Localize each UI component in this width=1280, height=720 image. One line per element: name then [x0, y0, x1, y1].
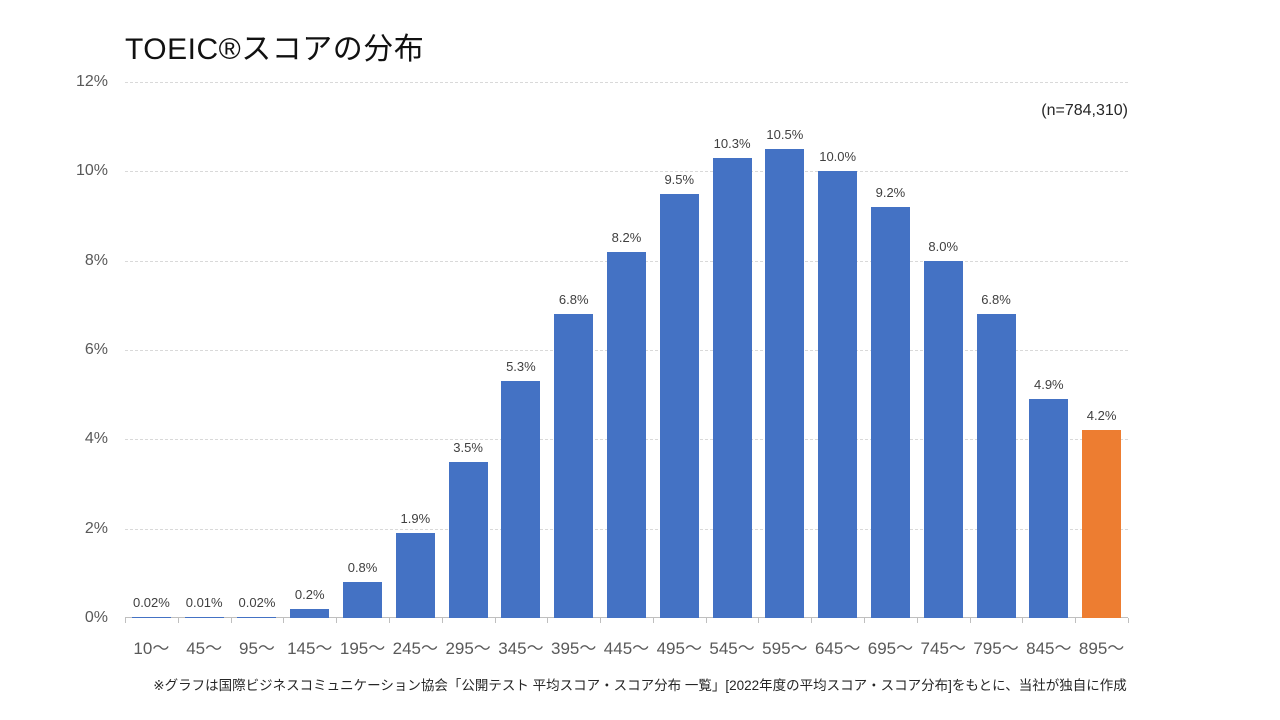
- bar-value-label: 0.02%: [132, 594, 170, 610]
- x-axis-tick-label: 95〜: [239, 639, 275, 658]
- bar-695〜: [870, 207, 910, 618]
- x-axis-tick-label: 10〜: [133, 639, 170, 658]
- x-axis-tick-label: 195〜: [339, 639, 386, 658]
- bar-value-label: 3.5%: [453, 439, 483, 455]
- bar-value-label: 8.2%: [611, 229, 642, 245]
- bar-value-label: 0.8%: [347, 560, 378, 576]
- x-axis-tick-label: 345〜: [498, 639, 544, 658]
- bar-value-label: 4.2%: [1086, 408, 1117, 424]
- x-axis-tick-label: 295〜: [445, 639, 491, 658]
- bar-545〜: [712, 157, 752, 618]
- bar-value-label: 8.0%: [928, 238, 959, 254]
- x-axis-tick-mark: [442, 618, 443, 623]
- bar-845〜: [1029, 399, 1069, 618]
- x-axis-tick-label: 595〜: [762, 639, 808, 658]
- x-axis-tick-label: 445〜: [603, 639, 650, 658]
- gridline-12%: [125, 82, 1128, 83]
- bar-145〜: [290, 609, 330, 618]
- bar-895〜: [1082, 430, 1122, 618]
- x-axis-tick-mark: [547, 618, 548, 623]
- bar-value-label: 9.5%: [664, 171, 695, 187]
- x-axis-tick-mark: [600, 618, 601, 623]
- y-axis-tick-label: 12%: [75, 73, 108, 90]
- bar-95〜: [237, 616, 277, 618]
- x-axis-tick-label: 695〜: [867, 639, 914, 658]
- bar-45〜: [184, 616, 224, 618]
- bar-445〜: [607, 251, 646, 618]
- bar-value-label: 6.8%: [558, 292, 589, 308]
- x-axis-tick-label: 645〜: [814, 639, 861, 658]
- bar-345〜: [501, 381, 541, 618]
- x-axis-tick-label: 495〜: [656, 639, 702, 658]
- bar-395〜: [554, 314, 594, 618]
- x-axis-tick-label: 795〜: [973, 639, 1019, 658]
- sample-size-label: (n=784,310): [1041, 102, 1128, 119]
- bar-595〜: [765, 149, 805, 618]
- bar-745〜: [923, 260, 963, 618]
- gridline-10%: [125, 171, 1128, 173]
- bar-645〜: [818, 171, 858, 618]
- x-axis-tick-mark: [970, 618, 971, 623]
- x-axis-tick-mark: [1022, 618, 1023, 623]
- x-axis-tick-label: 145〜: [287, 639, 333, 658]
- x-axis-tick-mark: [653, 618, 654, 623]
- x-axis-tick-label: 845〜: [1026, 639, 1072, 658]
- x-axis-tick-mark: [811, 618, 812, 623]
- bar-value-label: 0.2%: [294, 587, 325, 603]
- y-axis-tick-label: 4%: [84, 430, 108, 448]
- x-axis-tick-label: 895〜: [1078, 639, 1125, 658]
- x-axis-tick-mark: [1128, 618, 1129, 623]
- bar-value-label: 5.3%: [506, 359, 536, 375]
- x-axis-tick-label: 45〜: [186, 639, 223, 658]
- bar-value-label: 1.9%: [400, 511, 431, 527]
- x-axis-tick-label: 745〜: [920, 639, 966, 658]
- bar-value-label: 10.5%: [766, 127, 804, 142]
- bar-795〜: [976, 314, 1016, 618]
- bar-value-label: 0.02%: [238, 594, 276, 610]
- y-axis-tick-label: 8%: [84, 251, 108, 269]
- x-axis-tick-mark: [231, 618, 232, 623]
- y-axis-tick-label: 10%: [75, 162, 108, 180]
- x-axis-tick-label: 545〜: [709, 639, 755, 658]
- x-axis-tick-mark: [1075, 618, 1076, 623]
- bar-value-label: 10.0%: [819, 149, 857, 165]
- plot-area: 0.02% 10〜 0.01% 45〜 0.02% 95〜 0.2% 145〜 0.8% 195〜…: [125, 82, 1129, 658]
- x-axis-tick-mark: [389, 618, 390, 623]
- bar-245〜: [395, 533, 435, 618]
- x-axis-tick-mark: [178, 618, 179, 623]
- y-axis-tick-label: 0%: [84, 609, 108, 626]
- x-axis-tick-mark: [495, 618, 496, 623]
- x-axis-tick-mark: [917, 618, 918, 623]
- bar-195〜: [343, 582, 383, 618]
- bar-value-label: 6.8%: [981, 292, 1011, 308]
- y-axis-tick-label: 6%: [84, 341, 108, 358]
- bar-295〜: [448, 461, 488, 618]
- bar-value-label: 9.2%: [875, 185, 906, 201]
- x-axis-tick-mark: [336, 618, 337, 623]
- x-axis-tick-label: 395〜: [551, 639, 597, 658]
- bar-10〜: [131, 616, 171, 618]
- x-axis-tick-mark: [283, 618, 284, 623]
- x-axis-tick-mark: [758, 618, 759, 623]
- bar-value-label: 4.9%: [1033, 377, 1064, 393]
- bar-value-label: 10.3%: [713, 135, 751, 151]
- bar-495〜: [659, 193, 699, 618]
- chart-title: TOEIC®スコアの分布: [125, 33, 425, 66]
- source-footnote: ※グラフは国際ビジネスコミュニケーション協会「公開テスト 平均スコア・スコア分布…: [153, 678, 1127, 693]
- x-axis-tick-label: 245〜: [392, 639, 439, 658]
- x-axis-tick-mark: [706, 618, 707, 623]
- x-axis-tick-mark: [125, 618, 126, 623]
- y-axis-tick-label: 2%: [84, 519, 108, 537]
- bar-value-label: 0.01%: [185, 594, 223, 610]
- x-axis-tick-mark: [864, 618, 865, 623]
